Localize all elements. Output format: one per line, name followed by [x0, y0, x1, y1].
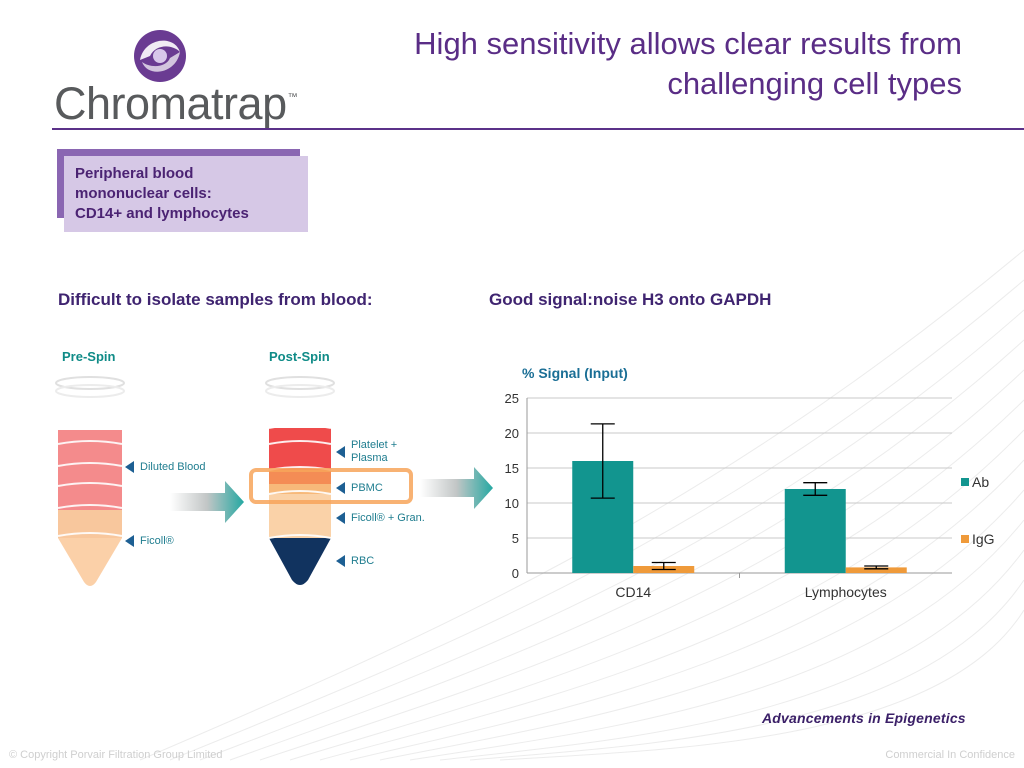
- chart-y-ticks: 0 5 10 15 20 25: [505, 391, 519, 581]
- y-tick-label: 5: [512, 531, 519, 546]
- post-tube-rim-2: [265, 384, 335, 398]
- post-plasma-layer: [269, 428, 331, 470]
- post-ficoll-layer: [269, 494, 331, 538]
- callout-line-2: mononuclear cells:: [75, 185, 212, 202]
- copyright-text: © Copyright Porvair Filtration Group Lim…: [9, 749, 223, 761]
- process-arrow-1: [170, 481, 244, 523]
- logo-wordmark: Chromatrap: [54, 78, 287, 129]
- y-tick-label: 0: [512, 566, 519, 581]
- error-bar-igg-cd14: [651, 561, 676, 571]
- pointer-diluted-blood: [125, 461, 134, 473]
- annotation-platelet-line2: Plasma: [351, 452, 388, 464]
- annotation-diluted-blood: Diluted Blood: [140, 461, 206, 473]
- chart-title: % Signal (Input): [522, 365, 628, 381]
- annotation-platelet: Platelet + Plasma: [351, 439, 397, 465]
- legend-label-igg: IgG: [972, 531, 995, 547]
- process-arrow-2: [420, 467, 493, 509]
- error-bar-ab-lymphocytes: [803, 482, 828, 496]
- post-spin-tube: [249, 376, 413, 585]
- x-tick-label-lymphocytes: Lymphocytes: [805, 584, 887, 600]
- annotation-rbc: RBC: [351, 555, 375, 567]
- chart-x-ticks: CD14 Lymphocytes: [615, 584, 886, 600]
- left-section-heading: Difficult to isolate samples from blood:: [58, 290, 373, 309]
- title-line-1: High sensitivity allows clear results fr…: [414, 26, 962, 61]
- post-tube-rim: [265, 376, 335, 390]
- pre-spin-label: Pre-Spin: [62, 349, 116, 364]
- error-bar-ab-cd14: [590, 423, 615, 499]
- bar-igg-lymphocytes: [845, 567, 907, 573]
- right-section-heading: Good signal:noise H3 onto GAPDH: [489, 290, 772, 309]
- confidential-text: Commercial In Confidence: [885, 749, 1015, 761]
- annotation-platelet-line1: Platelet +: [351, 439, 398, 451]
- post-pbmc-layer: [269, 470, 331, 484]
- slide-title: High sensitivity allows clear results fr…: [330, 24, 962, 104]
- cell-type-callout: Peripheral blood mononuclear cells: CD14…: [64, 156, 308, 232]
- post-spin-label: Post-Spin: [269, 349, 330, 364]
- error-bar-igg-lymphocytes: [864, 565, 889, 570]
- x-tick-label-cd14: CD14: [615, 584, 651, 600]
- legend-swatch-igg: [961, 535, 969, 543]
- post-rbc-layer: [269, 538, 331, 585]
- y-tick-label: 25: [505, 391, 519, 406]
- pre-diluted-blood-layer: [58, 430, 122, 510]
- bar-ab-lymphocytes: [784, 489, 846, 573]
- legend-label-ab: Ab: [972, 474, 989, 490]
- annotation-ficoll: Ficoll®: [140, 535, 174, 547]
- callout-line-3: CD14+ and lymphocytes: [75, 205, 249, 222]
- pre-tube-rim-2: [55, 384, 125, 398]
- tagline: Advancements in Epigenetics: [762, 710, 966, 726]
- pre-tube-rim: [55, 376, 125, 390]
- legend-swatch-ab: [961, 478, 969, 486]
- chart-bars: [572, 423, 907, 573]
- pre-tube-tip: [58, 538, 122, 586]
- logo-swirl-icon: [134, 30, 186, 82]
- y-tick-label: 10: [505, 496, 519, 511]
- pointer-plasma: [336, 446, 345, 458]
- annotation-ficoll-gran: Ficoll® + Gran.: [351, 512, 425, 524]
- chromatrap-logo: Chromatrap™: [52, 26, 298, 130]
- pre-spin-tube: [55, 376, 125, 586]
- y-tick-label: 20: [505, 426, 519, 441]
- annotation-pbmc: PBMC: [351, 482, 383, 494]
- pointer-ficoll-gran: [336, 512, 345, 524]
- callout-line-1: Peripheral blood: [75, 165, 194, 182]
- pointer-rbc: [336, 555, 345, 567]
- logo-trademark: ™: [287, 92, 298, 103]
- pre-ficoll-layer: [58, 510, 122, 538]
- title-line-2: challenging cell types: [667, 66, 962, 101]
- pbmc-highlight-box: [249, 468, 413, 504]
- chart-legend: Ab IgG: [961, 474, 995, 547]
- y-tick-label: 15: [505, 461, 519, 476]
- pointer-pbmc: [336, 482, 345, 494]
- pointer-ficoll: [125, 535, 134, 547]
- header-divider: [52, 128, 1024, 130]
